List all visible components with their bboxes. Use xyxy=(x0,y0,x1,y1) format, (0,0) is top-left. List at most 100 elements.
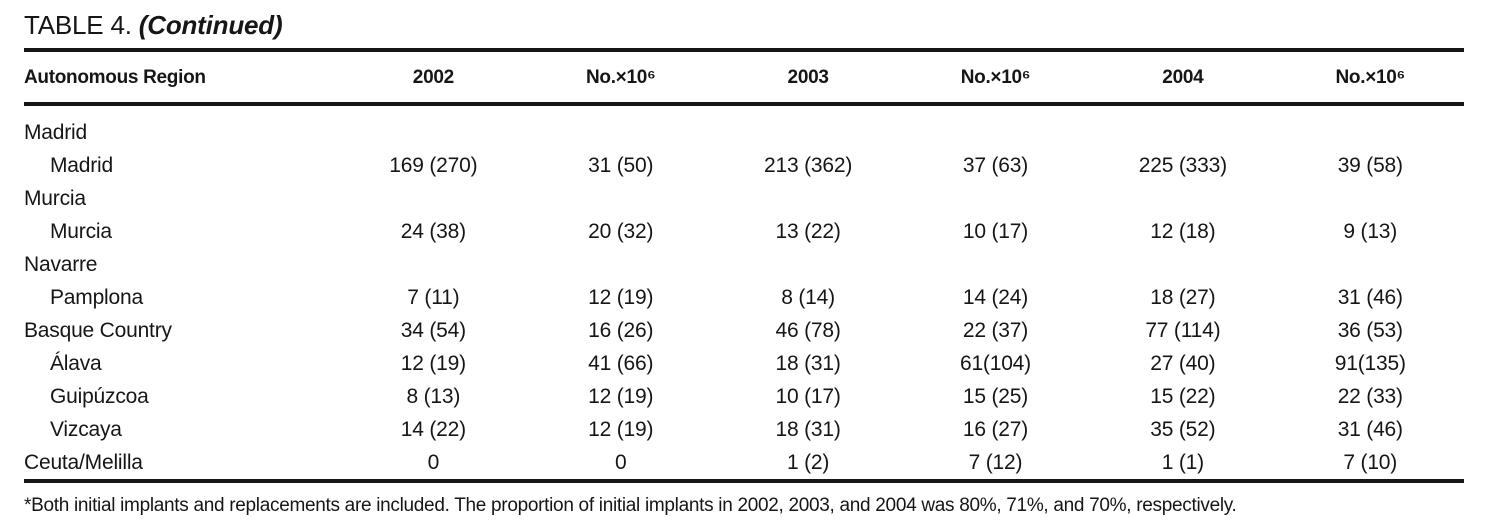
table-row: Murcia xyxy=(24,182,1464,215)
column-header-rate-2004: No.×10⁶ xyxy=(1276,50,1464,106)
value-cell: 61(104) xyxy=(959,352,1031,375)
value-cell: 16 (26) xyxy=(588,319,654,342)
value-cell: 1 (1) xyxy=(1161,451,1204,474)
value-cell: 8 (14) xyxy=(781,286,835,309)
table-row: Álava 12 (19) 41 (66) 18 (31) 61(104) 27… xyxy=(24,347,1464,380)
header-row: Autonomous Region 2002 No.×10⁶ 2003 No.×… xyxy=(24,50,1464,106)
value-cell xyxy=(340,248,527,281)
value-cell xyxy=(1089,248,1276,281)
value-cell: 46 (78) xyxy=(775,319,841,342)
value-cell: 213 (362) xyxy=(764,154,853,177)
value-cell: 20 (32) xyxy=(588,220,654,243)
region-label: Vizcaya xyxy=(50,418,122,441)
data-table: Autonomous Region 2002 No.×10⁶ 2003 No.×… xyxy=(24,48,1464,483)
value-cell: 12 (19) xyxy=(588,418,654,441)
value-cell: 14 (22) xyxy=(400,418,466,441)
value-cell: 18 (27) xyxy=(1150,286,1216,309)
value-cell xyxy=(527,182,714,215)
value-cell: 7 (10) xyxy=(1343,451,1398,474)
region-label: Murcia xyxy=(50,220,112,243)
value-cell: 91(135) xyxy=(1334,352,1406,375)
value-cell: 37 (63) xyxy=(962,154,1029,177)
value-cell xyxy=(1277,182,1464,215)
table-title-prefix: TABLE 4. xyxy=(24,10,139,40)
value-cell: 169 (270) xyxy=(389,154,478,177)
value-cell xyxy=(527,248,714,281)
value-cell: 13 (22) xyxy=(775,220,841,243)
table-row: Madrid xyxy=(24,104,1464,149)
table-row: Guipúzcoa 8 (13) 12 (19) 10 (17) 15 (25)… xyxy=(24,380,1464,413)
table-row: Ceuta/Melilla 0 0 1 (2) 7 (12) 1 (1) 7 (… xyxy=(24,446,1464,481)
value-cell: 0 xyxy=(427,451,440,474)
value-cell: 14 (24) xyxy=(962,286,1029,309)
value-cell xyxy=(902,182,1089,215)
value-cell: 34 (54) xyxy=(400,319,466,342)
column-header-2002: 2002 xyxy=(339,50,528,106)
column-header-2004: 2004 xyxy=(1089,50,1277,106)
value-cell: 7 (12) xyxy=(968,451,1023,474)
value-cell: 225 (333) xyxy=(1138,154,1227,177)
table-row: Vizcaya 14 (22) 12 (19) 18 (31) 16 (27) … xyxy=(24,413,1464,446)
region-label: Ceuta/Melilla xyxy=(24,451,143,474)
region-label: Álava xyxy=(50,352,102,375)
region-label: Madrid xyxy=(50,154,113,177)
region-label: Guipúzcoa xyxy=(50,385,149,408)
value-cell: 39 (58) xyxy=(1337,154,1403,177)
value-cell: 36 (53) xyxy=(1337,319,1403,342)
column-header-region: Autonomous Region xyxy=(24,50,340,106)
table-row: Murcia 24 (38) 20 (32) 13 (22) 10 (17) 1… xyxy=(24,215,1464,248)
table-row: Madrid 169 (270) 31 (50) 213 (362) 37 (6… xyxy=(24,149,1464,182)
region-label: Murcia xyxy=(24,187,86,210)
table-row: Basque Country 34 (54) 16 (26) 46 (78) 2… xyxy=(24,314,1464,347)
value-cell: 16 (27) xyxy=(962,418,1029,441)
value-cell xyxy=(714,104,901,149)
region-label: Madrid xyxy=(24,121,87,144)
region-label: Basque Country xyxy=(24,319,172,342)
region-label: Navarre xyxy=(24,253,98,276)
value-cell: 10 (17) xyxy=(775,385,841,408)
value-cell: 41 (66) xyxy=(588,352,654,375)
value-cell: 31 (46) xyxy=(1337,418,1403,441)
value-cell: 12 (18) xyxy=(1150,220,1216,243)
value-cell: 22 (33) xyxy=(1337,385,1403,408)
table-header: Autonomous Region 2002 No.×10⁶ 2003 No.×… xyxy=(24,50,1464,106)
region-label: Pamplona xyxy=(50,286,143,309)
table-footnote: *Both initial implants and replacements … xyxy=(24,495,1237,516)
value-cell: 31 (46) xyxy=(1337,286,1403,309)
value-cell: 15 (25) xyxy=(962,385,1029,408)
value-cell xyxy=(1277,248,1464,281)
value-cell: 12 (19) xyxy=(588,286,654,309)
value-cell: 27 (40) xyxy=(1150,352,1216,375)
value-cell: 12 (19) xyxy=(588,385,654,408)
value-cell xyxy=(1089,182,1276,215)
value-cell xyxy=(1089,104,1276,149)
value-cell: 12 (19) xyxy=(400,352,466,375)
value-cell: 22 (37) xyxy=(962,319,1029,342)
value-cell: 1 (2) xyxy=(787,451,830,474)
column-header-rate-2003: No.×10⁶ xyxy=(901,50,1090,106)
value-cell: 9 (13) xyxy=(1343,220,1398,243)
value-cell xyxy=(902,248,1089,281)
value-cell xyxy=(340,182,527,215)
value-cell: 18 (31) xyxy=(775,418,841,441)
value-cell: 10 (17) xyxy=(962,220,1029,243)
table-title-continued: (Continued) xyxy=(138,10,283,40)
table-title: TABLE 4. (Continued) xyxy=(24,8,1462,42)
column-header-2003: 2003 xyxy=(714,50,902,106)
value-cell: 7 (11) xyxy=(407,286,460,309)
value-cell xyxy=(527,104,714,149)
value-cell xyxy=(340,104,527,149)
value-cell: 35 (52) xyxy=(1150,418,1216,441)
value-cell xyxy=(714,248,901,281)
value-cell xyxy=(902,104,1089,149)
value-cell: 8 (13) xyxy=(406,385,461,408)
value-cell xyxy=(1277,104,1464,149)
table-body: Madrid Madrid 169 (270) 31 (50) 213 (362… xyxy=(24,104,1464,481)
value-cell: 77 (114) xyxy=(1145,319,1221,342)
table-row: Pamplona 7 (11) 12 (19) 8 (14) 14 (24) 1… xyxy=(24,281,1464,314)
value-cell: 24 (38) xyxy=(400,220,466,243)
value-cell: 0 xyxy=(614,451,627,474)
column-header-rate-2002: No.×10⁶ xyxy=(527,50,715,106)
value-cell xyxy=(714,182,901,215)
